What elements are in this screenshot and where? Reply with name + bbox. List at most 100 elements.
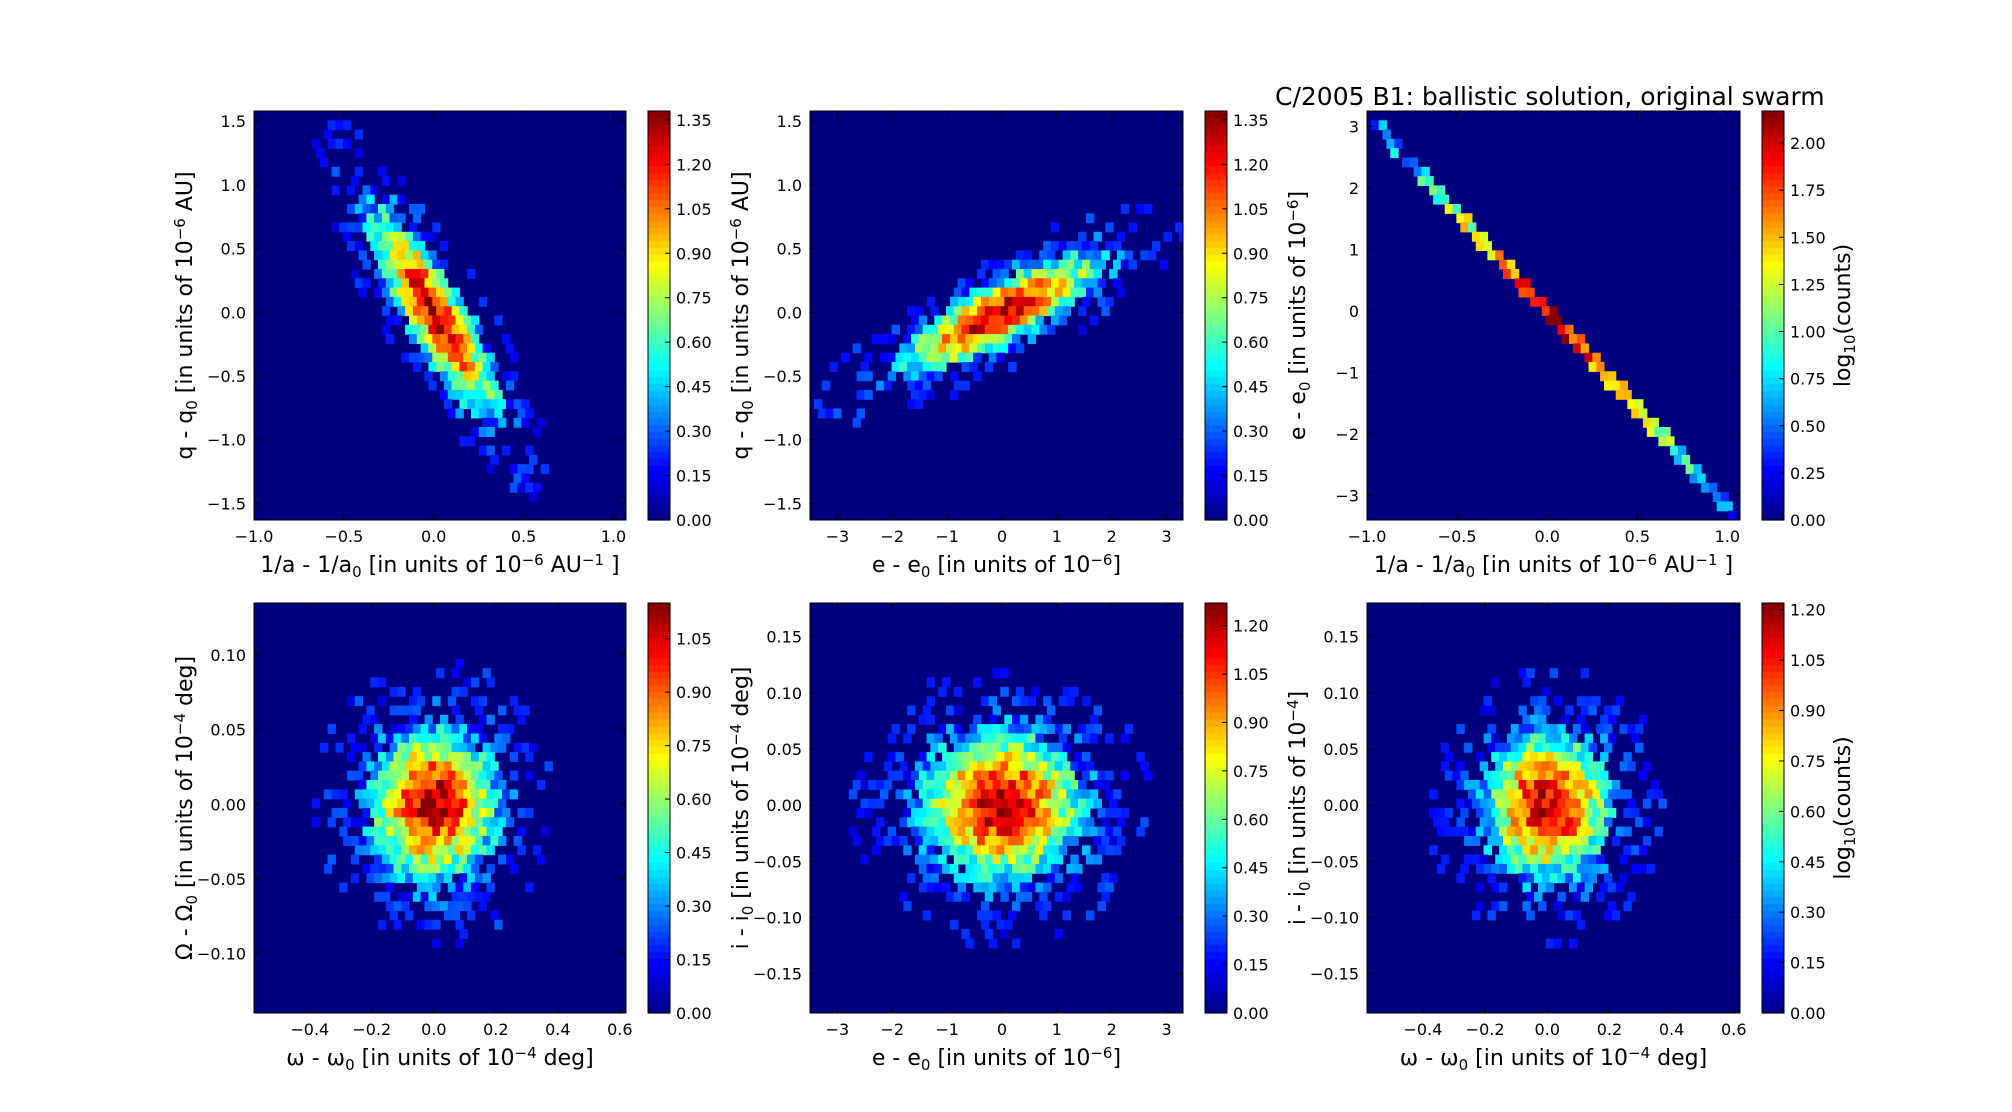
colorbar-tick-label: 0.90 xyxy=(1233,244,1269,263)
colorbar-tick-label: 0.60 xyxy=(1233,333,1269,352)
y-tick-label: 0.10 xyxy=(210,646,246,665)
colorbar-tick-label: 0.75 xyxy=(1790,370,1826,389)
colorbar-tick-label: 0.60 xyxy=(676,790,712,809)
colorbar-tick-label: 0.50 xyxy=(1790,417,1826,436)
x-tick-label: −1 xyxy=(935,1020,959,1039)
density-cells xyxy=(312,658,553,949)
colorbar-tick-label: 1.05 xyxy=(1790,651,1826,670)
y-tick-label: −0.15 xyxy=(1310,965,1359,984)
density-cells xyxy=(848,668,1153,949)
x-tick-label: 0.5 xyxy=(511,527,536,546)
plot-frame xyxy=(253,602,627,1014)
plot-frame xyxy=(1366,602,1741,1014)
colorbar-tick-label: 1.20 xyxy=(1790,601,1826,620)
y-tick-label: −0.5 xyxy=(763,367,802,386)
y-tick-label: 0.10 xyxy=(766,684,802,703)
panel-top-middle: −3 −2 −1 0 1 2 3 −1.5 −1.0 −0.5 0.0 0.5 1.0 1.5 e - e0… xyxy=(727,110,1269,581)
y-tick-label: −0.10 xyxy=(753,909,802,928)
y-tick-label: −3 xyxy=(1335,486,1359,505)
y-tick-label: −0.05 xyxy=(1310,852,1359,871)
x-tick-label: 2 xyxy=(1107,527,1117,546)
x-tick-label: 0.2 xyxy=(1597,1020,1622,1039)
colorbar-tick-label: 0.30 xyxy=(1233,907,1269,926)
y-tick-label: −0.05 xyxy=(753,852,802,871)
y-tick-label: 1.5 xyxy=(777,112,802,131)
x-tick-label: 3 xyxy=(1161,527,1171,546)
y-tick-label: 0.05 xyxy=(1323,740,1359,759)
colorbar-tick-label: 1.20 xyxy=(1233,155,1269,174)
y-tick-label: 0.00 xyxy=(210,795,246,814)
x-tick-label: −0.4 xyxy=(290,1020,329,1039)
x-tick-label: −0.5 xyxy=(324,527,363,546)
x-tick-label: −1.0 xyxy=(235,527,274,546)
x-tick-label: −3 xyxy=(826,1020,850,1039)
colorbar-tick-label: 1.05 xyxy=(676,630,712,649)
y-tick-label: 2 xyxy=(1349,179,1359,198)
y-tick-label: −2 xyxy=(1335,425,1359,444)
y-axis-label: i - i0 [in units of 10−4 deg] xyxy=(727,667,756,950)
x-tick-label: 0.0 xyxy=(421,527,446,546)
colorbar-tick-label: 0.15 xyxy=(676,951,712,970)
colorbar: 0.00 0.15 0.30 0.45 0.60 0.75 0.90 1.05 xyxy=(647,602,712,1023)
plot-frame xyxy=(253,110,627,521)
x-tick-label: 0.4 xyxy=(1659,1020,1684,1039)
colorbar-tick-label: 1.35 xyxy=(1233,111,1269,130)
x-axis-label: ω - ω0 [in units of 10−4 deg] xyxy=(286,1044,593,1073)
y-tick-label: 1.0 xyxy=(777,176,802,195)
colorbar-tick-label: 0.60 xyxy=(1233,810,1269,829)
colorbar-tick-label: 1.20 xyxy=(1233,617,1269,636)
colorbar-tick-label: 0.30 xyxy=(676,897,712,916)
colorbar: 0.00 0.15 0.30 0.45 0.60 0.75 0.90 1.05 1.20 1.35 xyxy=(647,110,712,530)
colorbar-tick-label: 1.20 xyxy=(676,155,712,174)
colorbar-tick-label: 0.00 xyxy=(1790,511,1826,530)
y-tick-label: −1.0 xyxy=(763,431,802,450)
y-tick-label: 0.0 xyxy=(221,303,246,322)
y-axis-label: q - q0 [in units of 10−6 AU] xyxy=(171,171,200,459)
x-axis-label: e - e0 [in units of 10−6] xyxy=(872,551,1121,580)
x-tick-label: 2 xyxy=(1107,1020,1117,1039)
colorbar-tick-label: 0.75 xyxy=(1233,289,1269,308)
colorbar-tick-label: 0.15 xyxy=(676,467,712,486)
plot-frame xyxy=(1366,110,1741,521)
y-tick-label: 0 xyxy=(1349,302,1359,321)
colorbar-tick-label: 2.00 xyxy=(1790,134,1826,153)
colorbar-tick-label: 0.30 xyxy=(1233,422,1269,441)
colorbar-tick-label: 0.45 xyxy=(1233,378,1269,397)
colorbar: 0.00 0.15 0.30 0.45 0.60 0.75 0.90 1.05 1.20 1.35 xyxy=(1204,110,1269,530)
colorbar-tick-label: 1.25 xyxy=(1790,275,1826,294)
y-tick-label: 0.15 xyxy=(766,628,802,647)
colorbar-tick-label: 1.05 xyxy=(1233,200,1269,219)
y-tick-label: −0.15 xyxy=(753,965,802,984)
y-axis-label: e - e0 [in units of 10−6] xyxy=(1284,191,1313,440)
colorbar-tick-label: 1.50 xyxy=(1790,228,1826,247)
x-tick-label: 0.0 xyxy=(1535,1020,1560,1039)
x-tick-label: −1 xyxy=(935,527,959,546)
colorbar-tick-label: 0.60 xyxy=(1790,802,1826,821)
colorbar-tick-label: 0.75 xyxy=(676,289,712,308)
x-tick-label: −2 xyxy=(880,527,904,546)
colorbar-tick-label: 1.05 xyxy=(1233,665,1269,684)
panel-bottom-middle: −3 −2 −1 0 1 2 3 −0.15 −0.10 −0.05 0.00 0.05 0.10 0.1… xyxy=(727,602,1269,1074)
x-axis-label: ω - ω0 [in units of 10−4 deg] xyxy=(1400,1044,1707,1073)
x-tick-label: 0.6 xyxy=(607,1020,632,1039)
colorbar-tick-label: 0.60 xyxy=(676,333,712,352)
y-tick-label: 0.00 xyxy=(766,796,802,815)
density-cells xyxy=(312,120,550,502)
figure-title: C/2005 B1: ballistic solution, original … xyxy=(1275,82,1825,111)
y-tick-label: −1.0 xyxy=(207,431,246,450)
x-tick-label: 1.0 xyxy=(1715,527,1740,546)
y-tick-label: 3 xyxy=(1349,117,1359,136)
x-tick-label: 0.0 xyxy=(421,1020,446,1039)
y-tick-label: 0.00 xyxy=(1323,796,1359,815)
panel-bottom-right: −0.4 −0.2 0.0 0.2 0.4 0.6−0.15−0.10−0.050.000… xyxy=(1284,601,1858,1074)
x-tick-label: −0.4 xyxy=(1404,1020,1443,1039)
x-tick-label: 1 xyxy=(1052,527,1062,546)
colorbar-tick-label: 0.75 xyxy=(1790,752,1826,771)
x-tick-label: 0.6 xyxy=(1721,1020,1746,1039)
x-tick-label: −3 xyxy=(826,527,850,546)
colorbar: 0.00 0.25 0.50 0.75 1.00 1.25 1.50 1.75 2.00 log1… xyxy=(1761,110,1859,530)
x-tick-label: 1.0 xyxy=(601,527,626,546)
x-tick-label: 0.4 xyxy=(545,1020,570,1039)
colorbar-tick-label: 0.15 xyxy=(1233,956,1269,975)
